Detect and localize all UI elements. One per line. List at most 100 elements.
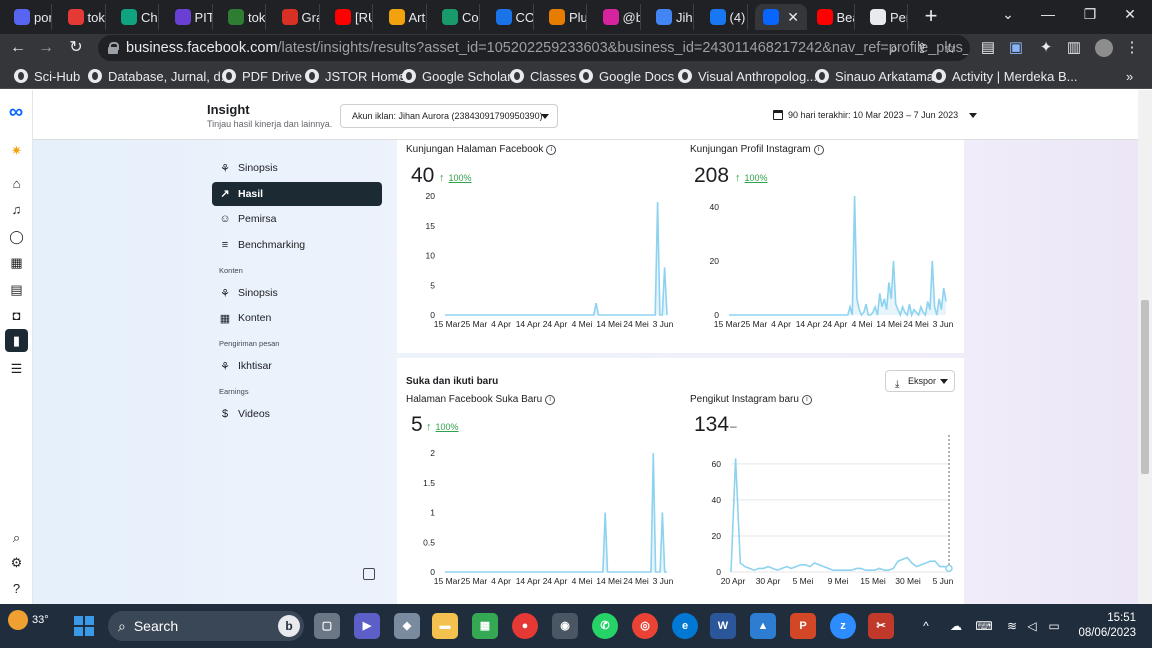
browser-tab[interactable]: ✕ — [755, 4, 807, 30]
reload-icon[interactable]: ↻ — [69, 39, 83, 56]
address-bar[interactable]: business.facebook.com/latest/insights/re… — [98, 35, 970, 61]
browser-tab[interactable]: Arti — [381, 4, 427, 30]
battery-icon[interactable]: ▭ — [1048, 619, 1060, 633]
store-icon[interactable]: ▦ — [472, 613, 498, 639]
share-icon[interactable]: ⇪ — [916, 40, 928, 56]
camera-icon[interactable]: ◉ — [552, 613, 578, 639]
zoom-icon[interactable]: ⌕ — [890, 40, 898, 56]
nav-item-ikhtisar[interactable]: ⚘ Ikhtisar — [212, 354, 382, 378]
search-icon[interactable]: ⌕ — [12, 530, 21, 545]
nav-item-sinopsis[interactable]: ⚘ Sinopsis — [212, 281, 382, 305]
zoom-icon[interactable]: z — [830, 613, 856, 639]
gallery-icon[interactable]: ◆ — [394, 613, 420, 639]
settings-gear-icon[interactable]: ⚙ — [10, 555, 23, 570]
browser-tab[interactable]: por — [6, 4, 52, 30]
bookmark-item[interactable]: Sinauo Arkatama — [815, 66, 934, 86]
meet-icon[interactable]: ▶ — [354, 613, 380, 639]
nav-item-sinopsis[interactable]: ⚘ Sinopsis — [212, 156, 382, 180]
edge-icon[interactable]: e — [672, 613, 698, 639]
browser-tab[interactable]: Cor — [434, 4, 480, 30]
extension-code-icon[interactable]: ▣ — [1008, 39, 1024, 56]
date-range-picker[interactable]: 90 hari terakhir: 10 Mar 2023 – 7 Jun 20… — [773, 110, 978, 120]
more-bookmarks-icon[interactable]: » — [1126, 68, 1134, 84]
browser-tab[interactable]: (4) — [702, 4, 748, 30]
meta-logo-icon[interactable]: ∞ — [8, 101, 24, 123]
chevron-up-icon[interactable]: ^ — [923, 619, 929, 633]
home-icon[interactable]: ⌂ — [12, 176, 21, 191]
ad-account-dropdown[interactable]: Akun iklan: Jihan Aurora (23843091790950… — [340, 104, 558, 128]
info-icon[interactable]: i — [813, 144, 824, 155]
new-tab-button[interactable]: + — [924, 3, 938, 28]
nav-item-videos[interactable]: $ Videos — [212, 402, 382, 426]
all-tools-icon[interactable]: ☰ — [10, 361, 23, 376]
bookmark-item[interactable]: Visual Anthropolog... — [678, 66, 817, 86]
minimize-button[interactable]: — — [1041, 6, 1055, 22]
browser-tab[interactable]: Gra — [274, 4, 320, 30]
content-icon[interactable]: ▤ — [10, 282, 23, 297]
star-logo-icon[interactable]: ✷ — [11, 143, 22, 158]
scroll-thumb[interactable] — [1141, 300, 1149, 474]
snipping-tool-icon[interactable]: ✂ — [868, 613, 894, 639]
calendar-icon[interactable]: ▦ — [10, 255, 23, 270]
back-arrow-icon[interactable]: ← — [10, 39, 26, 56]
browser-tab[interactable]: [RU — [327, 4, 373, 30]
bookmark-item[interactable]: Google Docs — [579, 66, 674, 86]
inbox-icon[interactable]: ◯ — [9, 229, 24, 244]
side-panel-icon[interactable]: ▥ — [1066, 39, 1082, 56]
page-scrollbar[interactable] — [1138, 90, 1152, 604]
task-view-icon[interactable]: ▢ — [314, 613, 340, 639]
wifi-icon[interactable]: ≋ — [1006, 619, 1018, 633]
bookmark-item[interactable]: Activity | Merdeka B... — [932, 66, 1077, 86]
tomato-app-icon[interactable]: ● — [512, 613, 538, 639]
browser-tab[interactable]: @b — [595, 4, 641, 30]
help-icon[interactable]: ? — [12, 581, 21, 596]
file-explorer-icon[interactable]: ▬ — [432, 613, 458, 639]
volume-icon[interactable]: ◁ — [1027, 619, 1037, 633]
powerpoint-icon[interactable]: P — [790, 613, 816, 639]
restore-button[interactable]: ❐ — [1083, 6, 1097, 22]
extensions-puzzle-icon[interactable]: ✦ — [1039, 39, 1053, 56]
bookmark-item[interactable]: Sci-Hub — [14, 66, 80, 86]
whatsapp-icon[interactable]: ✆ — [592, 613, 618, 639]
browser-tab[interactable]: Jiha — [648, 4, 694, 30]
bookmark-item[interactable]: Google Scholar — [402, 66, 512, 86]
browser-tab[interactable]: COI — [488, 4, 534, 30]
close-window-button[interactable]: ✕ — [1124, 6, 1136, 22]
extension-doc-icon[interactable]: ▤ — [980, 39, 996, 56]
insights-icon[interactable]: ▮ — [5, 329, 28, 352]
nav-item-konten[interactable]: ▦ Konten — [212, 306, 382, 330]
system-clock[interactable]: 15:51 08/06/2023 — [1076, 611, 1136, 641]
nav-item-benchmarking[interactable]: ≡ Benchmarking — [212, 233, 382, 257]
bookmark-star-icon[interactable]: ☆ — [943, 40, 957, 56]
browser-tab[interactable]: Per — [862, 4, 908, 30]
browser-tab[interactable]: PIT( — [167, 4, 213, 30]
bookmark-item[interactable]: Classes — [510, 66, 576, 86]
notifications-icon[interactable]: ♫ — [11, 202, 22, 217]
forward-arrow-icon[interactable]: → — [38, 39, 54, 56]
info-icon[interactable]: i — [546, 144, 557, 155]
export-button[interactable]: ⤓ Ekspor — [885, 370, 955, 392]
browser-menu-icon[interactable]: ⋮ — [1124, 39, 1140, 56]
onedrive-icon[interactable]: ☁ — [950, 619, 962, 633]
collapse-panel-icon[interactable] — [363, 568, 375, 580]
taskbar-search[interactable]: ⌕ Search b — [108, 611, 304, 641]
bookmark-item[interactable]: PDF Drive — [222, 66, 302, 86]
bookmark-item[interactable]: Database, Jurnal, d... — [88, 66, 232, 86]
weather-widget[interactable]: 33° — [8, 610, 49, 630]
nav-item-pemirsa[interactable]: ☺ Pemirsa — [212, 207, 382, 231]
browser-tab[interactable]: Bea — [809, 4, 855, 30]
word-icon[interactable]: W — [710, 613, 736, 639]
nav-item-hasil[interactable]: ↗ Hasil — [212, 181, 382, 206]
tab-search-icon[interactable]: ⌄ — [1002, 6, 1014, 22]
info-icon[interactable]: i — [801, 394, 812, 405]
browser-tab[interactable]: Cha — [113, 4, 159, 30]
photos-icon[interactable]: ▲ — [750, 613, 776, 639]
keyboard-icon[interactable]: ⌨ — [975, 619, 993, 633]
profile-avatar[interactable] — [1092, 36, 1116, 60]
info-icon[interactable]: i — [545, 394, 556, 405]
close-tab-icon[interactable]: ✕ — [787, 8, 799, 25]
windows-start-icon[interactable] — [74, 616, 94, 636]
chrome-icon[interactable]: ◎ — [632, 613, 658, 639]
bookmark-item[interactable]: JSTOR Home — [305, 66, 406, 86]
browser-tab[interactable]: tok — [220, 4, 266, 30]
